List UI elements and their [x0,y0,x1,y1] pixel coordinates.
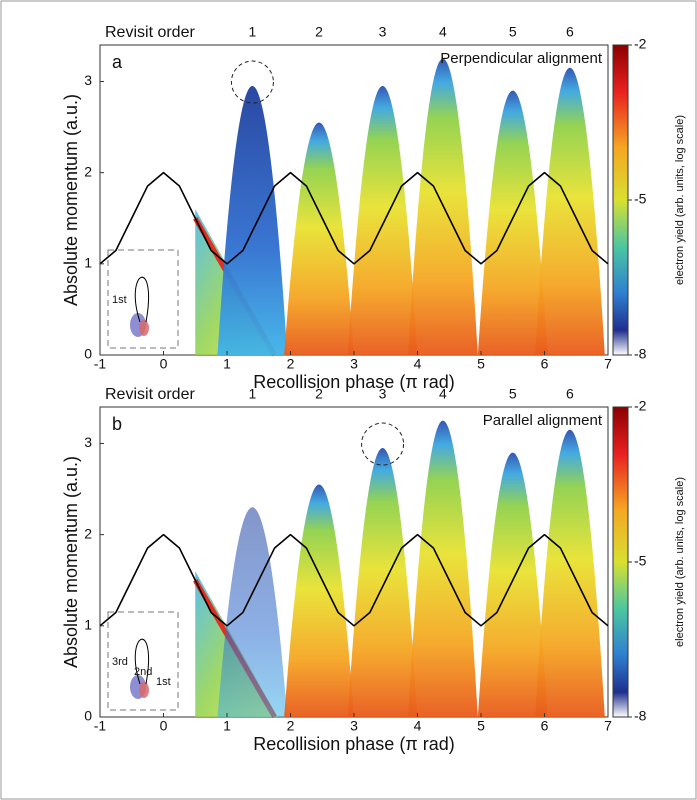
y-tick-label: 1 [84,617,92,633]
x-axis-label: Recollision phase (π rad) [253,372,455,392]
y-tick-label: 1 [84,255,92,271]
lobe [347,86,418,355]
inset-label: 3rd [112,656,128,668]
colorbar-label: electron yield (arb. units, log scale) [674,115,686,285]
colorbar-tick-label: -2 [634,398,647,414]
revisit-order-label: 3 [379,24,387,40]
alignment-label: Perpendicular alignment [440,50,603,67]
y-tick-label: 0 [84,708,92,724]
colorbar-tick-label: -8 [634,346,647,362]
lobe [217,507,288,717]
panel-label: a [112,52,123,72]
alignment-label: Parallel alignment [483,412,603,429]
y-tick-label: 0 [84,346,92,362]
inset-box [107,249,179,349]
x-tick-label: 7 [604,718,612,734]
x-tick-label: 5 [477,356,485,372]
x-axis-label: Recollision phase (π rad) [253,734,455,754]
revisit-order-label: 5 [509,386,517,402]
x-tick-label: 0 [160,356,168,372]
colorbar-tick-label: -5 [634,553,647,569]
x-tick-label: 5 [477,718,485,734]
colorbar-tick-label: -2 [634,36,647,52]
y-axis-label: Absolute momentum (a.u.) [61,94,81,306]
orbit-loop [134,276,150,323]
x-tick-label: 1 [223,356,231,372]
lobe [477,90,548,355]
revisit-order-label: 6 [566,386,574,402]
lobe [347,448,418,717]
x-tick-label: -1 [94,356,107,372]
colorbar-label: electron yield (arb. units, log scale) [674,477,686,647]
lobe [284,122,354,355]
y-tick-label: 3 [84,72,92,88]
colorbar-tick-label: -8 [634,708,647,724]
y-tick-label: 2 [84,525,92,541]
revisit-order-label: 3 [379,386,387,402]
inset-box [107,611,179,711]
panel-label: b [112,414,122,434]
lobe [534,429,605,717]
revisit-order-label: 1 [249,386,257,402]
orbital [139,682,149,698]
x-tick-label: 2 [287,718,295,734]
x-tick-label: 3 [350,356,358,372]
revisit-order-label: 6 [566,24,574,40]
revisit-order-label: 2 [315,24,323,40]
x-tick-label: 0 [160,718,168,734]
lobe [477,452,548,717]
y-tick-label: 2 [84,163,92,179]
lobe [284,484,354,717]
inset-label: 2nd [134,666,152,678]
y-tick-label: 3 [84,434,92,450]
revisit-order-label: 2 [315,386,323,402]
lobe [217,86,288,355]
colorbar-tick-label: -5 [634,191,647,207]
x-tick-label: 7 [604,356,612,372]
highlight-circle [230,60,274,104]
revisit-order-label: 4 [439,24,447,40]
trajectory-curve [99,171,609,265]
x-tick-label: 4 [414,356,422,372]
revisit-order-label: 5 [509,24,517,40]
x-tick-label: 4 [414,718,422,734]
x-tick-label: 1 [223,718,231,734]
revisit-title: Revisit order [105,24,195,41]
orbital [139,320,149,336]
colorbar [612,44,629,356]
orbit-loop [134,638,150,685]
x-tick-label: -1 [94,718,107,734]
x-tick-label: 2 [287,356,295,372]
inset-label: 1st [112,294,127,306]
revisit-order-label: 1 [249,24,257,40]
x-tick-label: 6 [541,718,549,734]
revisit-title: Revisit order [105,386,195,403]
x-tick-label: 3 [350,718,358,734]
lobe [534,67,605,355]
x-tick-label: 6 [541,356,549,372]
revisit-order-label: 4 [439,386,447,402]
trajectory-curve [99,533,609,627]
y-axis-label: Absolute momentum (a.u.) [61,456,81,668]
colorbar [612,406,629,718]
inset-label: 1st [156,676,171,688]
highlight-circle [361,422,405,466]
